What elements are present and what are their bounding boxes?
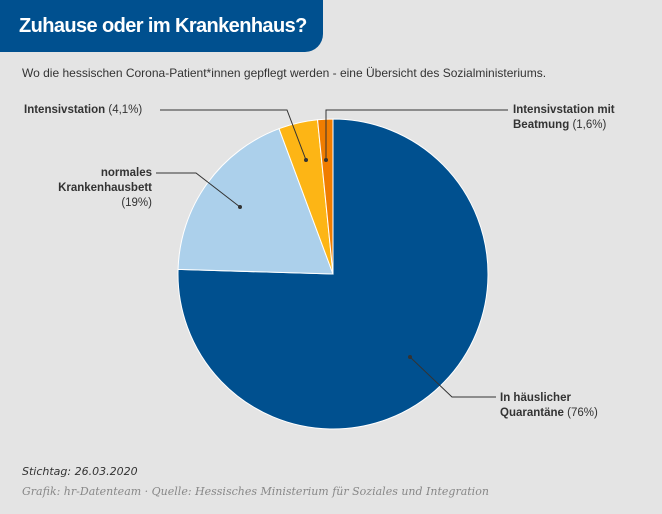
- label-quarantaene: In häuslicher Quarantäne (76%): [500, 392, 598, 419]
- leader-beatmung: [325, 109, 508, 160]
- label-krankenhausbett: normales Krankenhausbett (19%): [58, 167, 152, 209]
- leader-quarantaene-dot: [408, 355, 412, 359]
- leader-intensivstation: [160, 109, 307, 161]
- label-intensivstation: Intensivstation (4,1%): [24, 104, 143, 116]
- chart-subtitle: Wo die hessischen Corona-Patient*innen g…: [22, 66, 547, 80]
- leader-quarantaene: [409, 356, 496, 398]
- pie-slice-1: [177, 128, 334, 275]
- leader-krankenhausbett-dot: [238, 205, 242, 209]
- leader-krankenhausbett: [156, 172, 241, 208]
- reference-date: Stichtag: 26.03.2020: [22, 465, 138, 478]
- leader-intensivstation-dot: [304, 158, 308, 162]
- pie-slice-3: [317, 118, 334, 275]
- source-credit: Grafik: hr-Datenteam · Quelle: Hessische…: [22, 485, 489, 498]
- chart-title: Zuhause oder im Krankenhaus?: [0, 0, 323, 52]
- leader-beatmung-dot: [324, 158, 328, 162]
- label-beatmung: Intensivstation mit Beatmung (1,6%): [513, 104, 615, 131]
